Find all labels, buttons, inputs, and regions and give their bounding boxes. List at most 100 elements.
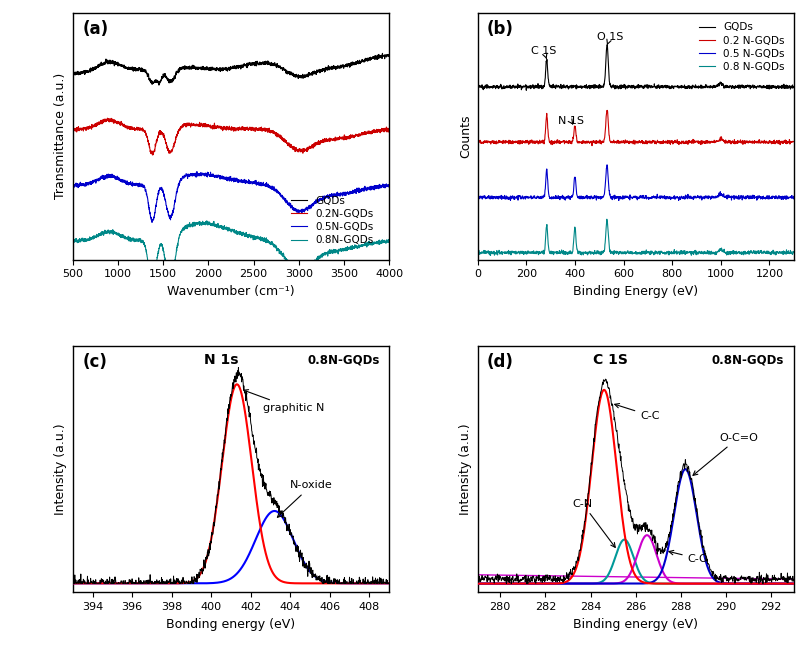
- Text: 0.8N-GQDs: 0.8N-GQDs: [307, 353, 380, 367]
- Y-axis label: Counts: Counts: [459, 115, 472, 158]
- 0.2N-GQDs: [147, 151, 157, 159]
- 0.5 N-GQDs: [480, 194, 489, 202]
- Text: O-C=O: O-C=O: [693, 432, 758, 475]
- GQDs: [473, 83, 483, 90]
- 0.8 N-GQDs: [756, 247, 765, 255]
- GQDs: [318, 66, 327, 74]
- 0.2N-GQDs: [68, 126, 78, 134]
- Text: N 1S: N 1S: [558, 117, 584, 126]
- 0.2 N-GQDs: [789, 138, 799, 146]
- 0.2 N-GQDs: [615, 139, 625, 147]
- 0.8 N-GQDs: [475, 249, 485, 256]
- 0.2N-GQDs: [214, 123, 224, 131]
- 0.8 N-GQDs: [480, 249, 489, 256]
- 0.8 N-GQDs: [653, 249, 663, 256]
- 0.5N-GQDs: [375, 182, 385, 190]
- Line: 0.5 N-GQDs: 0.5 N-GQDs: [478, 165, 794, 201]
- 0.8N-GQDs: [222, 224, 232, 232]
- GQDs: [615, 85, 625, 92]
- 0.8N-GQDs: [147, 284, 157, 292]
- Text: (a): (a): [83, 20, 109, 38]
- Y-axis label: Intensity (a.u.): Intensity (a.u.): [54, 423, 67, 515]
- Text: O 1S: O 1S: [597, 32, 623, 45]
- Text: N-oxide: N-oxide: [277, 480, 333, 518]
- GQDs: [375, 53, 385, 61]
- 0.2N-GQDs: [318, 138, 327, 146]
- 0.2 N-GQDs: [669, 137, 679, 145]
- 0.8N-GQDs: [375, 240, 385, 247]
- Text: (c): (c): [83, 353, 107, 371]
- 0.5 N-GQDs: [669, 194, 679, 202]
- 0.2 N-GQDs: [480, 137, 489, 145]
- 0.2N-GQDs: [375, 127, 385, 135]
- Line: 0.2 N-GQDs: 0.2 N-GQDs: [478, 110, 794, 146]
- 0.2N-GQDs: [84, 124, 94, 132]
- 0.2 N-GQDs: [475, 136, 485, 144]
- Y-axis label: Intensity (a.u.): Intensity (a.u.): [459, 423, 472, 515]
- Line: 0.8 N-GQDs: 0.8 N-GQDs: [478, 219, 794, 255]
- GQDs: [475, 83, 485, 91]
- GQDs: [669, 83, 679, 91]
- 0.5N-GQDs: [214, 173, 224, 180]
- Text: 0.8N-GQDs: 0.8N-GQDs: [712, 353, 784, 367]
- 0.5N-GQDs: [147, 218, 157, 226]
- 0.5 N-GQDs: [653, 194, 663, 202]
- Text: C 1S: C 1S: [531, 46, 556, 59]
- Legend: GQDs, 0.2 N-GQDs, 0.5 N-GQDs, 0.8 N-GQDs: GQDs, 0.2 N-GQDs, 0.5 N-GQDs, 0.8 N-GQDs: [695, 18, 789, 76]
- 0.5 N-GQDs: [789, 193, 799, 201]
- Y-axis label: Transmittance (a.u.): Transmittance (a.u.): [54, 73, 67, 199]
- 0.5 N-GQDs: [603, 161, 612, 169]
- GQDs: [384, 52, 394, 60]
- Text: C 1S: C 1S: [593, 353, 628, 367]
- 0.8N-GQDs: [318, 253, 327, 261]
- Text: N 1s: N 1s: [204, 353, 239, 367]
- 0.2N-GQDs: [103, 115, 113, 122]
- Text: graphitic N: graphitic N: [244, 390, 324, 413]
- Text: (d): (d): [487, 353, 514, 371]
- GQDs: [756, 82, 765, 90]
- Legend: GQDs, 0.2N-GQDs, 0.5N-GQDs, 0.8N-GQDs: GQDs, 0.2N-GQDs, 0.5N-GQDs, 0.8N-GQDs: [287, 192, 377, 249]
- 0.8 N-GQDs: [615, 249, 625, 257]
- 0.8 N-GQDs: [473, 248, 483, 256]
- 0.2N-GQDs: [384, 126, 394, 133]
- Text: C-N: C-N: [573, 499, 616, 547]
- GQDs: [522, 87, 531, 94]
- 0.5 N-GQDs: [473, 192, 483, 200]
- 0.8 N-GQDs: [602, 215, 612, 223]
- X-axis label: Binding Energy (eV): Binding Energy (eV): [573, 285, 698, 298]
- 0.2N-GQDs: [222, 124, 232, 132]
- 0.5 N-GQDs: [475, 193, 485, 201]
- Line: GQDs: GQDs: [478, 45, 794, 90]
- X-axis label: Bonding energy (eV): Bonding energy (eV): [166, 618, 296, 631]
- 0.5 N-GQDs: [756, 193, 765, 201]
- 0.2 N-GQDs: [587, 142, 597, 150]
- Text: C-O: C-O: [669, 551, 709, 564]
- 0.5N-GQDs: [192, 168, 202, 176]
- Line: 0.2N-GQDs: 0.2N-GQDs: [73, 118, 389, 155]
- 0.2 N-GQDs: [473, 138, 483, 146]
- X-axis label: Binding energy (eV): Binding energy (eV): [573, 618, 698, 631]
- 0.8N-GQDs: [84, 236, 94, 244]
- X-axis label: Wavenumber (cm⁻¹): Wavenumber (cm⁻¹): [167, 285, 295, 298]
- GQDs: [603, 41, 612, 49]
- GQDs: [214, 64, 224, 72]
- 0.2 N-GQDs: [653, 139, 663, 146]
- 0.8 N-GQDs: [789, 248, 799, 256]
- 0.5N-GQDs: [222, 176, 232, 184]
- 0.8N-GQDs: [214, 223, 224, 230]
- 0.5 N-GQDs: [615, 193, 625, 201]
- Text: (b): (b): [487, 20, 514, 38]
- 0.5N-GQDs: [68, 182, 78, 190]
- Line: GQDs: GQDs: [73, 53, 389, 85]
- Text: C-C: C-C: [615, 404, 659, 421]
- GQDs: [84, 67, 94, 75]
- 0.8 N-GQDs: [669, 249, 679, 257]
- Line: 0.5N-GQDs: 0.5N-GQDs: [73, 172, 389, 222]
- 0.5N-GQDs: [318, 195, 327, 203]
- 0.8N-GQDs: [68, 238, 78, 246]
- GQDs: [480, 83, 489, 90]
- GQDs: [789, 84, 799, 92]
- 0.5N-GQDs: [84, 178, 94, 186]
- 0.2 N-GQDs: [603, 106, 612, 114]
- 0.5 N-GQDs: [614, 197, 624, 204]
